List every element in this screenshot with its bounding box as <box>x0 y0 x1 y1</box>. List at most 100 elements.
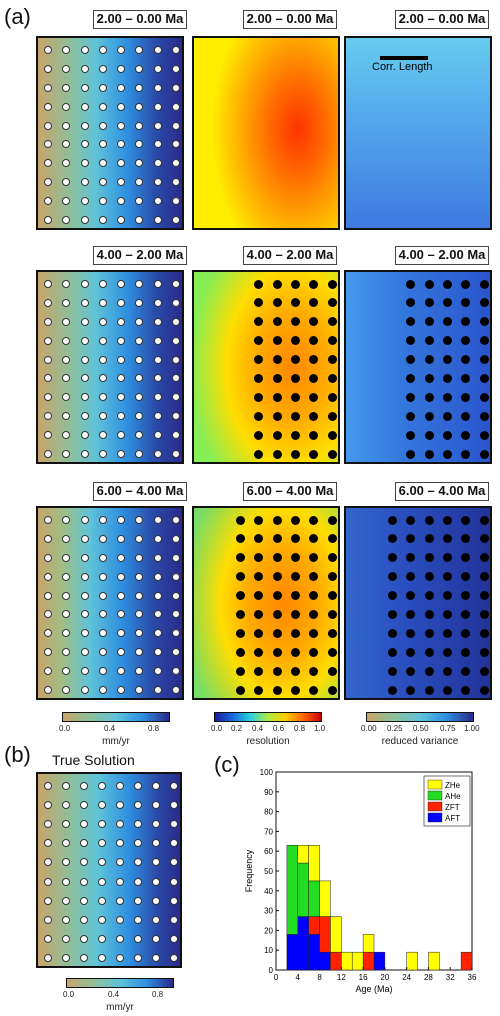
station-marker <box>44 591 52 600</box>
station-marker <box>442 279 452 289</box>
station-marker <box>172 355 180 364</box>
legend: ZHe AHe ZFT AFT <box>423 775 471 827</box>
station-marker <box>62 516 71 524</box>
time-window-label: 2.00 – 0.00 Ma <box>93 10 187 29</box>
station-marker <box>461 609 471 619</box>
station-marker <box>116 858 124 867</box>
station-marker <box>309 392 319 402</box>
station-marker <box>62 298 71 307</box>
station-marker <box>152 782 160 790</box>
station-marker <box>461 666 471 676</box>
station-marker <box>44 610 52 619</box>
station-marker <box>116 954 124 962</box>
variance-map-2-4ma <box>344 270 492 464</box>
station-marker <box>62 450 71 458</box>
station-marker <box>479 609 489 619</box>
y-tick-label: 80 <box>264 808 273 817</box>
station-marker <box>117 431 126 440</box>
station-marker <box>254 279 264 289</box>
resolution-map-0-2ma <box>192 36 340 230</box>
station-marker <box>442 373 452 383</box>
station-marker <box>134 954 142 962</box>
station-marker <box>80 298 89 307</box>
station-marker <box>424 317 434 327</box>
bar-ahe <box>308 880 320 917</box>
station-marker <box>98 159 107 168</box>
station-marker <box>117 83 126 92</box>
station-marker <box>153 572 162 581</box>
station-marker <box>44 178 52 187</box>
station-marker <box>290 317 300 327</box>
station-marker <box>170 954 178 962</box>
station-marker <box>153 450 162 458</box>
station-marker <box>461 591 471 601</box>
station-marker <box>117 374 126 383</box>
station-marker <box>117 102 126 111</box>
station-marker <box>44 534 52 543</box>
station-marker <box>479 515 489 525</box>
station-marker <box>172 121 180 130</box>
station-marker <box>80 629 89 638</box>
colorbar-tick: 0.2 <box>231 724 243 733</box>
station-marker <box>152 896 160 905</box>
station-marker <box>80 355 89 364</box>
station-marker <box>406 279 416 289</box>
station-marker <box>44 572 52 581</box>
station-marker <box>442 392 452 402</box>
station-marker <box>172 534 180 543</box>
station-marker <box>80 610 89 619</box>
station-marker <box>44 197 52 206</box>
x-axis-ticks: 0 4 8 12 16 20 24 28 32 36 <box>274 967 477 982</box>
station-marker <box>254 430 264 440</box>
station-marker <box>135 516 144 524</box>
station-marker <box>424 609 434 619</box>
station-marker <box>152 877 160 886</box>
station-marker <box>98 412 107 421</box>
station-marker <box>388 685 398 695</box>
y-tick-label: 100 <box>260 768 274 777</box>
station-marker <box>153 280 162 288</box>
station-marker <box>80 516 89 524</box>
station-marker <box>461 553 471 563</box>
station-marker <box>44 46 52 54</box>
station-marker <box>62 954 70 962</box>
station-marker <box>62 83 71 92</box>
station-marker <box>116 877 124 886</box>
station-marker <box>172 667 180 676</box>
station-marker <box>117 298 126 307</box>
station-marker <box>272 572 282 582</box>
station-marker <box>98 648 107 657</box>
station-marker <box>80 667 89 676</box>
station-marker <box>170 934 178 943</box>
station-marker <box>309 591 319 601</box>
station-marker <box>135 64 144 73</box>
station-marker <box>309 411 319 421</box>
station-marker <box>44 431 52 440</box>
station-marker <box>117 197 126 206</box>
bar-aft <box>308 934 320 971</box>
station-marker <box>479 449 489 459</box>
station-marker <box>135 553 144 562</box>
station-marker <box>153 298 162 307</box>
station-marker <box>388 666 398 676</box>
station-marker <box>135 178 144 187</box>
station-marker <box>44 954 52 962</box>
station-marker <box>290 298 300 308</box>
station-marker <box>117 280 126 288</box>
station-marker <box>44 140 52 149</box>
station-marker <box>309 609 319 619</box>
panel-c-label: (c) <box>214 752 240 777</box>
station-marker <box>152 858 160 867</box>
station-marker <box>170 839 178 848</box>
station-marker <box>98 336 107 345</box>
station-marker <box>62 374 71 383</box>
station-marker <box>117 140 126 149</box>
station-marker <box>135 336 144 345</box>
station-marker <box>254 298 264 308</box>
station-marker <box>309 553 319 563</box>
station-marker <box>44 782 52 790</box>
station-marker <box>62 140 71 149</box>
station-marker <box>236 591 246 601</box>
station-marker <box>479 336 489 346</box>
station-marker <box>272 591 282 601</box>
